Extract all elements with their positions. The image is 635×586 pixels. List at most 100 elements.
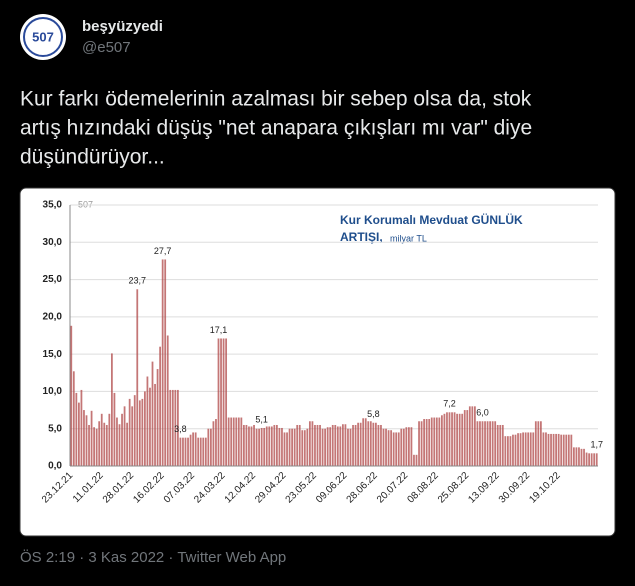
bar	[301, 430, 304, 466]
bar	[352, 424, 354, 466]
bar	[405, 427, 408, 466]
bar	[189, 434, 192, 466]
bar	[306, 428, 309, 466]
bar	[288, 428, 291, 466]
bar	[273, 424, 276, 466]
bar	[489, 421, 492, 466]
bar	[126, 422, 129, 466]
bar	[275, 424, 278, 466]
bar	[364, 418, 367, 466]
chart-title: Kur Korumalı Mevduat GÜNLÜK	[340, 212, 523, 227]
bar	[245, 424, 248, 466]
tweet-text: artış hızındaki düşüş "net anapara çıkış…	[20, 117, 532, 140]
bar	[524, 432, 527, 466]
bar	[187, 437, 189, 466]
bar	[90, 410, 93, 466]
bar	[138, 400, 141, 466]
bar	[392, 432, 395, 466]
bar	[80, 389, 83, 466]
bar	[545, 432, 547, 466]
bar	[476, 421, 479, 466]
bar	[451, 412, 453, 466]
bar	[303, 430, 306, 466]
user-handle[interactable]: @e507	[82, 39, 131, 56]
bar	[202, 437, 205, 466]
bar	[349, 428, 352, 466]
bar	[433, 417, 436, 466]
bar	[151, 361, 154, 466]
bar	[547, 433, 550, 466]
avatar[interactable]	[20, 14, 66, 60]
bar	[197, 437, 200, 466]
chart-image[interactable]	[19, 187, 616, 537]
tweet-text: Kur farkı ödemelerinin azalması bir sebe…	[20, 88, 532, 111]
bar	[311, 421, 314, 466]
bar	[372, 422, 375, 466]
bar	[456, 413, 459, 466]
data-label: 17,1	[210, 325, 228, 335]
chart-title: ARTIŞI,	[340, 230, 383, 244]
bar	[527, 432, 530, 466]
bar	[146, 376, 149, 466]
bar	[184, 437, 187, 466]
bar	[585, 452, 588, 466]
bar	[278, 427, 281, 466]
tweet-text: düşündürüyor...	[20, 146, 165, 169]
bar	[331, 424, 334, 466]
bar	[395, 432, 398, 466]
bar	[595, 453, 598, 466]
bar	[514, 434, 517, 466]
bar	[529, 432, 532, 466]
y-tick-label: 25,0	[43, 274, 63, 285]
bar	[93, 427, 96, 466]
watermark: 507	[78, 199, 93, 209]
bar	[473, 406, 476, 466]
bar	[169, 389, 172, 466]
bar	[136, 289, 139, 466]
bar	[75, 392, 78, 466]
bar	[588, 453, 591, 466]
bar	[570, 434, 573, 466]
bar	[418, 421, 420, 466]
bar	[458, 413, 461, 466]
bar	[283, 432, 286, 466]
bar	[116, 417, 118, 466]
bar	[314, 424, 316, 466]
bar	[420, 421, 423, 466]
data-label: 3,8	[174, 424, 187, 434]
data-label: 5,1	[255, 414, 268, 424]
bar	[324, 428, 327, 466]
y-tick-label: 10,0	[43, 386, 63, 397]
avatar-ring	[23, 17, 63, 57]
bar	[242, 424, 245, 466]
bar	[347, 428, 349, 466]
bar	[578, 447, 580, 466]
bar	[539, 421, 542, 466]
user-name[interactable]: beşyüzyedi	[82, 18, 163, 35]
bar	[382, 428, 385, 466]
bar	[430, 417, 433, 466]
bar	[199, 437, 202, 466]
bar	[344, 424, 347, 466]
bar	[415, 454, 418, 466]
bar	[519, 433, 522, 466]
bar	[562, 434, 565, 466]
bar	[438, 417, 441, 466]
bar	[123, 406, 126, 466]
bar	[354, 424, 357, 466]
bar	[534, 421, 537, 466]
bar	[410, 427, 413, 466]
bar	[486, 421, 489, 466]
bar	[268, 426, 271, 466]
data-label: 5,8	[367, 409, 380, 419]
bar	[316, 424, 319, 466]
bar	[263, 427, 266, 466]
bar	[567, 434, 570, 466]
bar	[182, 437, 184, 466]
bar	[374, 422, 377, 466]
bar	[207, 428, 210, 466]
tweet-footer: ÖS 2:19 · 3 Kas 2022 · Twitter Web App	[20, 548, 286, 566]
bar	[435, 417, 438, 466]
y-tick-label: 20,0	[43, 311, 63, 322]
bar	[164, 259, 167, 466]
